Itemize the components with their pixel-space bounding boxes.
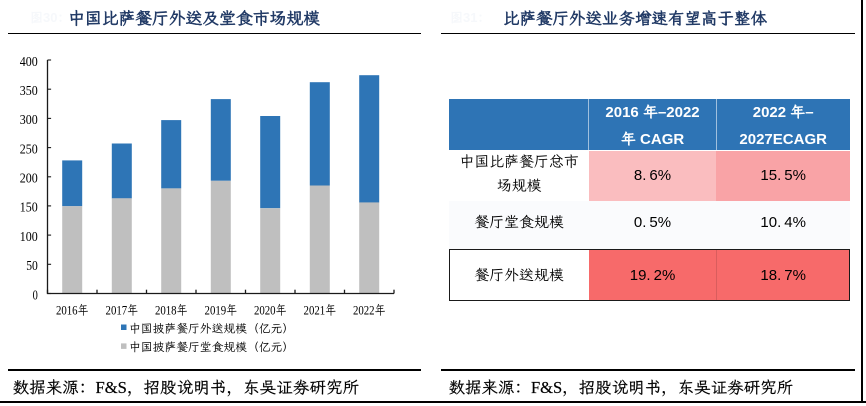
svg-text:中国披萨餐厅外送规模（亿元）: 中国披萨餐厅外送规模（亿元） [129, 321, 294, 336]
svg-text:2019年: 2019年 [205, 302, 238, 319]
svg-text:2016年: 2016年 [56, 302, 89, 319]
svg-text:2017年: 2017年 [106, 302, 139, 319]
svg-text:150: 150 [20, 201, 38, 216]
svg-text:2021年: 2021年 [304, 302, 337, 319]
svg-text:2022年: 2022年 [353, 302, 386, 319]
svg-text:350: 350 [20, 84, 38, 99]
svg-text:200: 200 [20, 172, 38, 187]
svg-text:400: 400 [20, 55, 38, 70]
svg-text:50: 50 [26, 259, 38, 274]
svg-text:中国披萨餐厅堂食规模（亿元）: 中国披萨餐厅堂食规模（亿元） [129, 340, 294, 355]
svg-text:2018年: 2018年 [155, 302, 188, 319]
svg-text:2020年: 2020年 [254, 302, 287, 319]
svg-text:100: 100 [20, 230, 38, 245]
svg-text:250: 250 [20, 142, 38, 157]
svg-text:300: 300 [20, 113, 38, 128]
svg-text:0: 0 [33, 288, 38, 303]
